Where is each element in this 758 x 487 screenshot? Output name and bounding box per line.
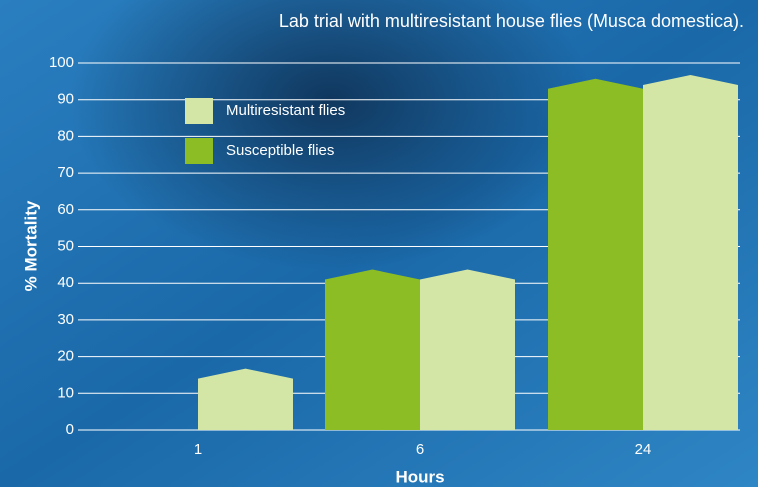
legend-label: Multiresistant flies	[226, 102, 345, 119]
bar	[325, 269, 420, 430]
y-tick-label: 0	[66, 421, 74, 438]
y-tick-label: 100	[49, 54, 74, 71]
y-axis-title: % Mortality	[21, 200, 40, 291]
x-axis-title: Hours	[395, 467, 444, 486]
bar	[198, 368, 293, 430]
legend-swatch	[185, 98, 213, 124]
y-tick-label: 20	[57, 348, 74, 365]
background-shade	[70, 0, 590, 270]
x-tick-label: 24	[635, 441, 652, 458]
y-tick-label: 70	[57, 164, 74, 181]
x-tick-label: 1	[194, 441, 202, 458]
y-tick-label: 10	[57, 384, 74, 401]
bar	[548, 78, 643, 430]
y-tick-label: 60	[57, 201, 74, 218]
bar	[420, 269, 515, 430]
y-tick-label: 30	[57, 311, 74, 328]
y-tick-label: 50	[57, 237, 74, 254]
legend-swatch	[185, 138, 213, 164]
bar	[643, 75, 738, 431]
y-tick-label: 90	[57, 91, 74, 108]
legend-label: Susceptible flies	[226, 142, 334, 159]
x-tick-label: 6	[416, 441, 424, 458]
y-tick-label: 80	[57, 127, 74, 144]
chart-title: Lab trial with multiresistant house flie…	[279, 11, 744, 31]
y-tick-label: 40	[57, 274, 74, 291]
